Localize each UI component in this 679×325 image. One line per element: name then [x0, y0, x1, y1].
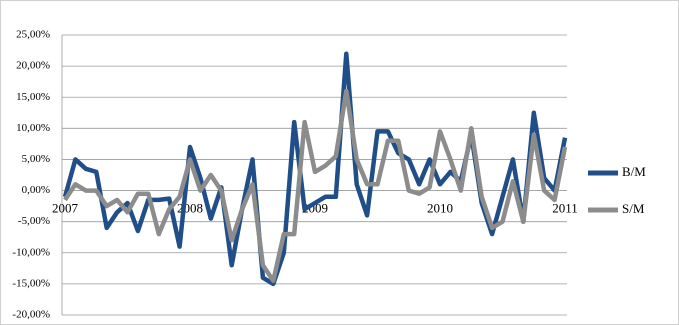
y-tick-label: 10,00%	[16, 122, 50, 134]
y-tick-label: 15,00%	[16, 91, 50, 103]
y-tick-label: -15,00%	[12, 277, 50, 289]
y-tick-label: -5,00%	[18, 215, 50, 227]
y-tick-label: 25,00%	[16, 29, 50, 41]
x-tick-label: 2007	[52, 201, 79, 216]
series-line	[63, 88, 568, 284]
y-tick-label: -20,00%	[12, 309, 50, 321]
y-tick-label: 0,00%	[22, 184, 50, 196]
y-tick-label: 20,00%	[16, 60, 50, 72]
x-tick-label: 2010	[427, 201, 453, 216]
y-tick-label: -10,00%	[12, 246, 50, 258]
legend-label: S/M	[622, 201, 645, 216]
x-tick-label: 2011	[552, 201, 578, 216]
y-tick-label: 5,00%	[22, 153, 50, 165]
legend-label: B/M	[622, 164, 646, 179]
